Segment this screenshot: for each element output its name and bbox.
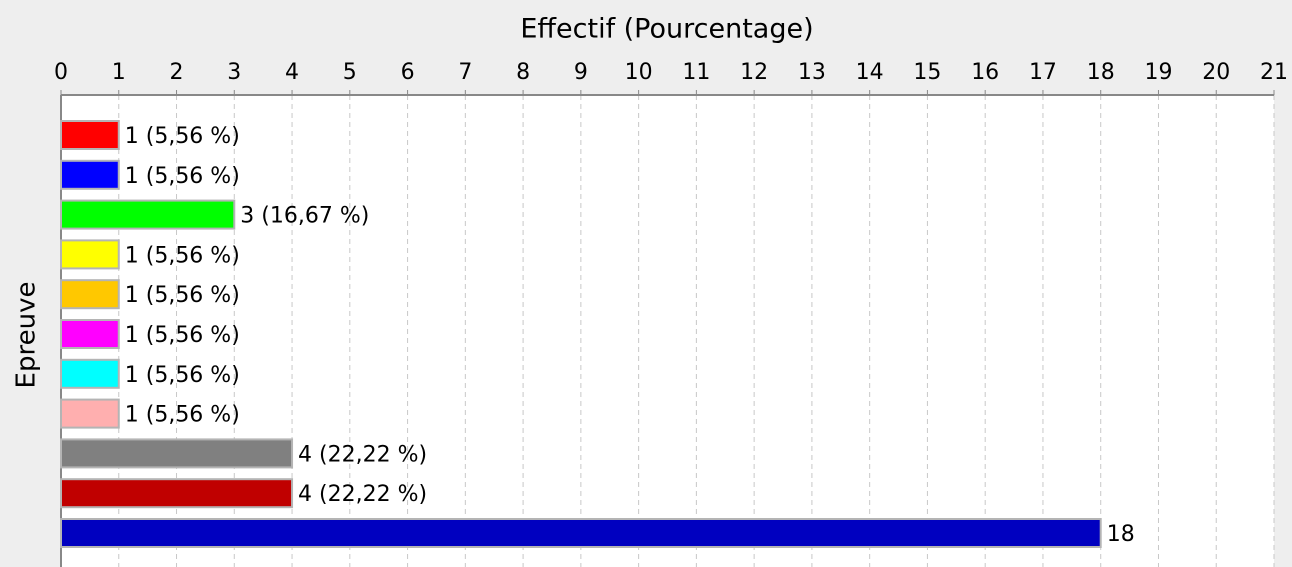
bar <box>60 239 120 270</box>
x-tick-label: 1 <box>112 60 126 85</box>
x-tick-label: 19 <box>1144 60 1172 85</box>
x-tick-label: 17 <box>1029 60 1057 85</box>
x-tick-label: 9 <box>574 60 588 85</box>
x-tick-label: 11 <box>682 60 710 85</box>
x-tick-label: 13 <box>798 60 826 85</box>
bar <box>60 199 236 230</box>
bar <box>60 319 120 349</box>
x-tick-label: 0 <box>54 60 68 85</box>
bar <box>60 120 120 150</box>
value-label: 4 (22,22 %) <box>298 482 427 507</box>
bar <box>60 478 294 509</box>
x-tick-label: 2 <box>170 60 184 85</box>
x-tick-label: 6 <box>401 60 415 85</box>
x-tick-label: 15 <box>913 60 941 85</box>
x-tick-label: 8 <box>516 60 530 85</box>
bar <box>60 398 120 429</box>
value-label: 1 (5,56 %) <box>125 243 240 268</box>
x-tick-label: 21 <box>1260 60 1288 85</box>
chart-title: Effectif (Pourcentage) <box>520 14 813 45</box>
x-tick-label: 20 <box>1202 60 1230 85</box>
value-label: 4 (22,22 %) <box>298 442 427 467</box>
x-tick-label: 10 <box>625 60 653 85</box>
x-tick-label: 7 <box>458 60 472 85</box>
bar <box>60 358 120 389</box>
x-tick-label: 12 <box>740 60 768 85</box>
value-label: 1 (5,56 %) <box>125 323 240 348</box>
x-tick-label: 3 <box>227 60 241 85</box>
value-label: 1 (5,56 %) <box>125 283 240 308</box>
value-label: 18 <box>1107 522 1135 547</box>
value-label: 1 (5,56 %) <box>125 363 240 388</box>
value-label: 1 (5,56 %) <box>125 164 240 189</box>
x-tick-label: 18 <box>1087 60 1115 85</box>
value-label: 1 (5,56 %) <box>125 124 240 149</box>
bar <box>60 279 120 310</box>
x-tick-label: 5 <box>343 60 357 85</box>
value-label: 3 (16,67 %) <box>240 204 369 229</box>
x-tick-label: 14 <box>856 60 884 85</box>
bar <box>60 438 294 469</box>
x-tick-label: 16 <box>971 60 999 85</box>
x-tick-label: 4 <box>285 60 299 85</box>
bar <box>60 518 1102 548</box>
bar <box>60 159 120 190</box>
value-label: 1 (5,56 %) <box>125 403 240 428</box>
y-axis-label: Epreuve <box>12 282 42 389</box>
